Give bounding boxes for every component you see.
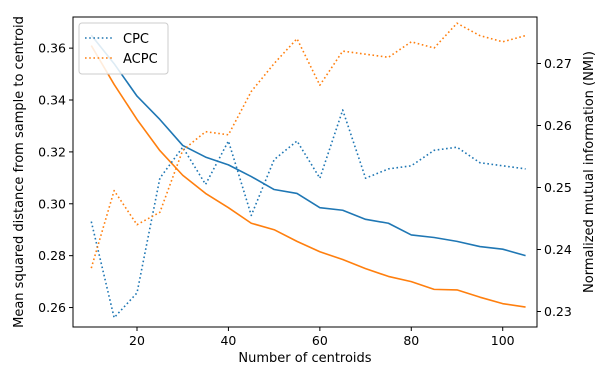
y-right-tick-label: 0.25: [544, 180, 572, 195]
series-lines: [90, 22, 526, 319]
legend: CPC ACPC: [78, 22, 169, 75]
y-axis-right-label: Normalized mutual information (NMI): [582, 51, 597, 293]
axis-ticks: 20 40 60 80 100 0.26 0.28 0.30 0.32 0.34 0.36 0.23 0…: [38, 41, 572, 348]
y-right-tick-label: 0.23: [544, 304, 572, 319]
y-left-tick-label: 0.28: [38, 248, 66, 263]
y-left-tick-label: 0.26: [38, 300, 66, 315]
y-right-tick-label: 0.24: [544, 242, 572, 257]
x-axis-label: Number of centroids: [238, 351, 371, 366]
x-tick-label: 40: [220, 333, 236, 348]
x-tick-label: 100: [491, 333, 515, 348]
y-left-tick-label: 0.36: [38, 41, 66, 56]
y-axis-left-label: Mean squared distance from sample to cen…: [12, 16, 27, 328]
legend-box: [78, 22, 169, 75]
x-tick-label: 20: [129, 333, 145, 348]
y-right-tick-label: 0.26: [544, 118, 572, 133]
y-left-tick-label: 0.32: [38, 144, 66, 159]
legend-label-acpc: ACPC: [123, 52, 158, 67]
series-line-cpc-solid: [90, 34, 526, 257]
y-left-tick-label: 0.30: [38, 196, 66, 211]
series-line-acpc-solid: [90, 45, 526, 308]
plot-frame: [72, 16, 538, 328]
y-left-tick-label: 0.34: [38, 93, 66, 108]
y-right-tick-label: 0.27: [544, 56, 572, 71]
legend-label-cpc: CPC: [123, 32, 149, 47]
x-tick-label: 60: [312, 333, 328, 348]
x-tick-label: 80: [403, 333, 419, 348]
